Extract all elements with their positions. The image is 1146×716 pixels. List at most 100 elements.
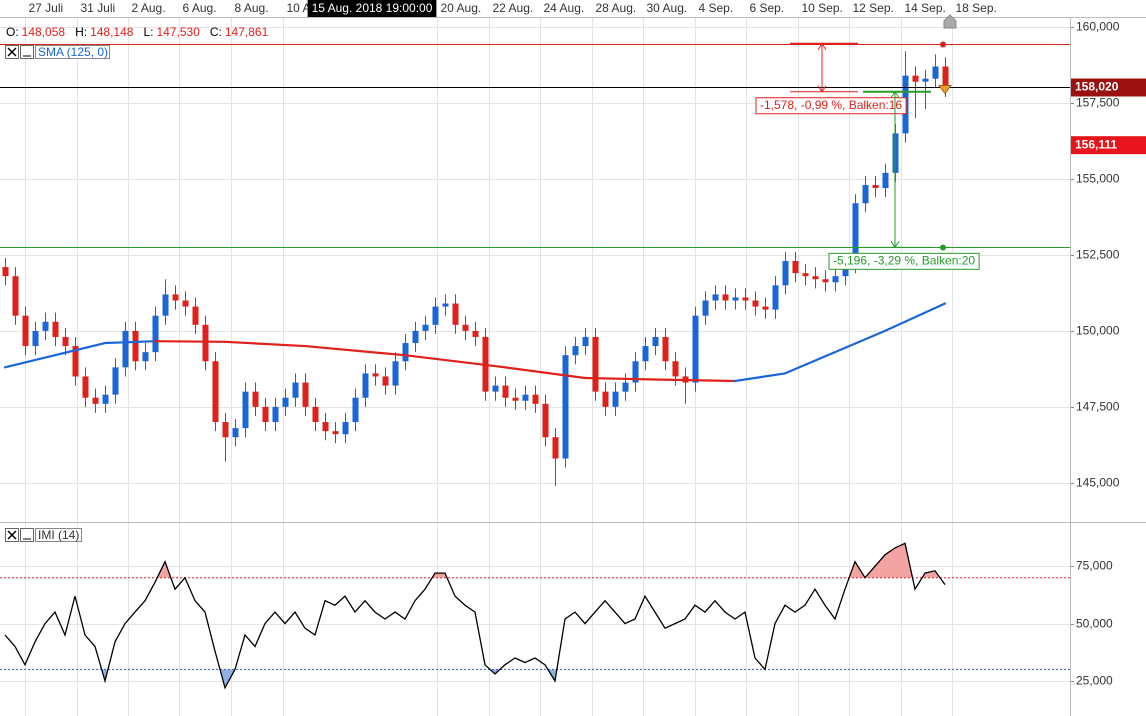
price-marker-bg: [1071, 136, 1146, 155]
candle-body: [42, 321, 49, 331]
candle-body: [702, 300, 709, 316]
time-label-bg: [307, 0, 437, 17]
candle-body: [192, 306, 199, 325]
x-tick-label: 18 Sep.: [956, 1, 997, 15]
overlay: 27 Juli 31 Juli 2 Aug. 6 Aug. 8 Aug. 10 Aug. 2…: [0, 0, 1146, 688]
measure-label: -5,196, -3,29 %, Balken:20: [833, 253, 975, 267]
candle-body: [722, 294, 729, 301]
candle-body: [572, 346, 579, 356]
sma-segment: [883, 302, 947, 332]
x-tick-label: 22 Aug.: [493, 1, 534, 15]
legend-box: [35, 45, 110, 59]
candle-body: [542, 403, 549, 438]
candle-body: [522, 394, 529, 401]
candle-body: [912, 75, 919, 82]
candle-body: [112, 367, 119, 395]
price-label-bg: [1071, 78, 1146, 97]
candle-body: [462, 324, 469, 331]
sma-segment: [783, 351, 837, 375]
candle-body: [782, 260, 789, 286]
arrow-head: [817, 85, 827, 93]
y-tick-label: 147,500: [1076, 400, 1120, 414]
candle-body: [382, 376, 389, 386]
candle-body: [142, 352, 149, 362]
candle-body: [492, 385, 499, 392]
candle-body: [812, 276, 819, 280]
candle-body: [122, 330, 129, 368]
candle-body: [692, 315, 699, 383]
candle-body: [732, 297, 739, 301]
minimize-button[interactable]: [20, 45, 34, 59]
candle-body: [422, 324, 429, 331]
level-handle: [940, 244, 946, 251]
scroll-home-icon[interactable]: [943, 14, 957, 29]
close-icon: [7, 47, 17, 57]
candle-body: [752, 300, 759, 307]
candle-body: [152, 315, 159, 353]
ohlc-value: 148,148: [90, 25, 134, 39]
sma-legend[interactable]: SMA (125, 0): [5, 45, 110, 59]
legend-text: SMA (125, 0): [38, 45, 108, 59]
candle-body: [472, 330, 479, 337]
imi-legend[interactable]: IMI (14): [5, 528, 82, 542]
candle-body: [312, 406, 319, 423]
ohlc-label: H:: [75, 25, 87, 39]
candle-body: [622, 382, 629, 392]
candle-body: [172, 294, 179, 301]
candle-body: [2, 267, 9, 277]
x-tick-label: 20 Aug.: [441, 1, 482, 15]
ohlc-label: L:: [143, 25, 153, 39]
candle-body: [662, 336, 669, 362]
candle-body: [212, 361, 219, 423]
candle-body: [12, 276, 19, 316]
time-label: 15 Aug. 2018 19:00:00: [312, 1, 433, 15]
candle-body: [942, 66, 949, 88]
y-tick-label: 157,500: [1076, 96, 1120, 110]
x-tick-label: 2 Aug.: [132, 1, 166, 15]
candle-body: [102, 394, 109, 404]
legend-text: IMI (14): [38, 528, 79, 542]
candle-body: [182, 300, 189, 307]
x-tick-label: 28 Aug.: [596, 1, 637, 15]
candle-body: [362, 373, 369, 398]
sma-segment: [653, 378, 737, 383]
candle-body: [602, 391, 609, 407]
y-tick-label: 152,500: [1076, 248, 1120, 262]
candle-body: [372, 373, 379, 377]
price-label: 158,020: [1075, 80, 1119, 94]
sma-segment: [303, 344, 407, 357]
candle-body: [432, 306, 439, 325]
candle-body: [842, 264, 849, 277]
y-tick-label: 160,000: [1076, 20, 1120, 34]
candle-body: [92, 397, 99, 404]
candle-body: [232, 428, 239, 438]
sma-segment: [733, 372, 787, 383]
x-tick-label: 8 Aug.: [235, 1, 269, 15]
x-tick-label: 24 Aug.: [544, 1, 585, 15]
measure-label: -1,578, -0,99 %, Balken:16: [760, 98, 902, 112]
candle-body: [412, 330, 419, 344]
y-tick-label: 150,000: [1076, 324, 1120, 338]
candle-body: [52, 321, 59, 337]
candle-body: [652, 336, 659, 347]
legend-box: [35, 528, 82, 542]
arrow-head: [817, 42, 827, 51]
candle-body: [562, 355, 569, 459]
minimize-button[interactable]: [20, 528, 34, 542]
candle-body: [322, 422, 329, 432]
candle-body: [352, 397, 359, 423]
x-tick-label: 31 Juli: [81, 1, 116, 15]
candle-body: [72, 346, 79, 377]
candle-body: [582, 336, 589, 347]
candle-body: [882, 172, 889, 189]
sma-segment: [223, 340, 307, 348]
measure-label-bg: [828, 252, 980, 270]
candle-body: [862, 185, 869, 204]
crosshair-marker: [938, 85, 952, 95]
level-handle: [940, 41, 946, 48]
candle-body: [342, 422, 349, 435]
y-tick-label: 50,000: [1076, 617, 1113, 631]
sma-segment: [3, 354, 57, 369]
candle-body: [222, 422, 229, 438]
x-tick-label: 14 Sep.: [905, 1, 946, 15]
